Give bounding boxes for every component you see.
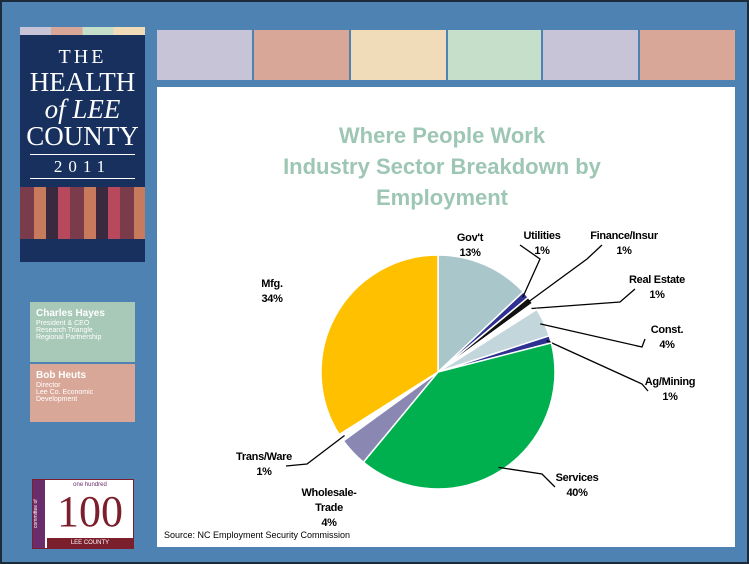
slice-label: Trans/Ware 1% [224, 450, 304, 480]
leader-line [546, 339, 649, 392]
pie-slice [320, 254, 439, 436]
slice-label: Utilities 1% [502, 229, 582, 259]
logo-number: 100 [57, 487, 123, 536]
masthead-line: of LEE [44, 94, 121, 124]
contact-name: Bob Heuts [36, 370, 86, 381]
contact-line: Director [36, 382, 61, 389]
slice-category: Ag/Mining [644, 376, 696, 388]
slice-value-label: 4% [659, 339, 675, 351]
color-strip [640, 30, 735, 80]
color-strip [157, 30, 252, 80]
contact-line: Research Triangle [36, 327, 93, 334]
chart-title: Where People Work [338, 123, 546, 148]
slice-label: Ag/Mining 1% [630, 375, 710, 405]
slice-value-label: 1% [256, 466, 272, 478]
slice-value-label: 1% [616, 245, 632, 257]
leader-line [540, 323, 646, 348]
slice-label: Const. 4% [627, 323, 707, 353]
logo-bottom: LEE COUNTY [47, 538, 133, 548]
slice-value-label: 13% [459, 247, 481, 259]
leader-line [285, 434, 345, 467]
contact-name: Charles Hayes [36, 308, 105, 319]
slice-category: Gov't [456, 232, 484, 244]
contact-line: Development [36, 396, 78, 403]
color-strip [254, 30, 349, 80]
slice-label: Wholesale-Trade 4% [289, 486, 369, 531]
chart-title-block: Where People Work Industry Sector Breakd… [222, 120, 662, 213]
slice-value-label: 1% [649, 289, 665, 301]
masthead-line: THE [58, 46, 107, 68]
color-strip [448, 30, 541, 80]
slice-value-label: 1% [534, 245, 550, 257]
slice-category: Real Estate [628, 274, 685, 286]
masthead-line: COUNTY [26, 121, 139, 151]
color-strip [543, 30, 638, 80]
slice-category: Const. [650, 324, 684, 336]
slice-category: Finance/Insur [590, 230, 658, 242]
masthead-line: 2011 [30, 154, 135, 179]
logo-top: one hundred [73, 482, 107, 488]
pie-slice [437, 254, 525, 374]
leader-line [498, 466, 556, 488]
logo: committee of one hundred 100 LEE COUNTY [32, 479, 134, 549]
slice-category: Utilities [523, 230, 561, 242]
chart-subtitle: Industry Sector Breakdown by Employment [283, 154, 601, 210]
leader-line [526, 244, 603, 304]
masthead-line: HEALTH [29, 67, 136, 97]
slice-category: Services [555, 472, 599, 484]
slice-category: Trans/Ware [236, 451, 292, 463]
color-strip [351, 30, 446, 80]
masthead: THE HEALTH of LEE COUNTY 2011 [20, 27, 145, 262]
contact-line: President & CEO [36, 320, 90, 327]
slice-label: Mfg. 34% [232, 277, 312, 307]
slice-value-label: 4% [321, 517, 337, 529]
leader-line [519, 244, 541, 298]
pie-slice [362, 341, 556, 490]
slice-label: Real Estate 1% [617, 273, 697, 303]
leader-line [531, 288, 636, 310]
slice-label: Services 40% [537, 471, 617, 501]
contact-card: Charles Hayes President & CEO Research T… [30, 302, 135, 362]
slice-label: Finance/Insur 1% [584, 229, 664, 259]
slice-category: Mfg. [261, 278, 283, 290]
slice-value-label: 34% [261, 293, 283, 305]
contact-line: Regional Partnership [36, 334, 102, 341]
slice-value-label: 1% [662, 391, 678, 403]
contact-card: Bob Heuts Director Lee Co. Economic Deve… [30, 364, 135, 422]
slice-label: Gov't 13% [430, 231, 510, 261]
source-note: Source: NC Employment Security Commissio… [164, 530, 351, 540]
slice-value-label: 40% [566, 487, 588, 499]
slice-category: Wholesale-Trade [301, 487, 357, 514]
contact-line: Lee Co. Economic [36, 389, 94, 396]
